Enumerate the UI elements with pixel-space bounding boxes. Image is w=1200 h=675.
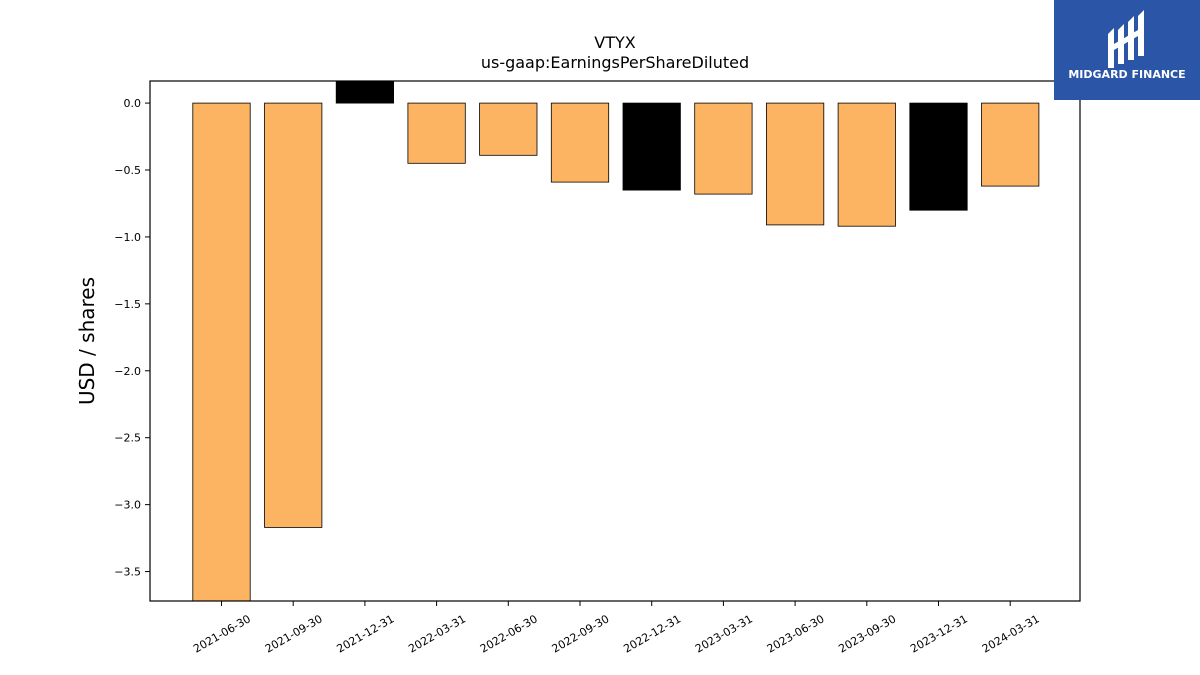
x-tick-label: 2021-06-30 [191,612,253,655]
bar-2022-09-30 [550,102,610,183]
x-tick-label: 2023-12-31 [908,612,970,655]
x-tick-label: 2023-03-31 [693,612,755,655]
x-axis-ticks: 2021-06-30 2021-09-30 2021-12-31 2022-03-31… [191,601,1042,656]
plot-frame [149,80,1081,602]
bar-2022-06-30 [479,102,538,156]
bar-2023-03-31 [694,102,753,195]
brand-logo: MIDGARD FINANCE [1054,0,1200,100]
x-tick-label: 2021-09-30 [263,612,325,655]
x-tick-label: 2022-12-31 [621,612,683,655]
bar-2021-06-30 [192,102,251,602]
bar-2023-12-31 [909,102,968,211]
bar-2022-12-31 [622,102,681,191]
bar-2022-03-31 [407,102,466,164]
x-tick-label: 2022-09-30 [550,612,612,655]
bar-2021-09-30 [264,102,323,528]
y-tick-label: −2.0 [114,365,141,378]
y-tick-label: −2.5 [114,432,141,445]
y-tick-label: −3.5 [114,566,141,579]
logo-text: MIDGARD FINANCE [1068,68,1186,81]
x-tick-label: 2021-12-31 [335,612,397,655]
y-tick-label: −1.0 [114,231,141,244]
bar-2024-03-31 [981,102,1040,187]
y-tick-label: −3.0 [114,499,141,512]
bars-group [192,80,1040,602]
logo-mark-icon [1108,10,1144,68]
bar-2021-12-31 [335,80,395,104]
y-axis-label: USD / shares [75,277,99,405]
x-tick-label: 2023-09-30 [836,612,898,655]
bar-2023-06-30 [766,102,825,226]
y-tick-label: 0.0 [124,97,142,110]
y-tick-label: −1.5 [114,298,141,311]
x-tick-label: 2022-03-31 [406,612,468,655]
x-tick-label: 2022-06-30 [478,612,540,655]
x-tick-label: 2023-06-30 [765,612,827,655]
y-axis-ticks: 0.0 −0.5 −1.0 −1.5 −2.0 −2.5 −3.0 −3.5 [114,97,150,579]
bar-2023-09-30 [837,102,896,227]
chart-subtitle: us-gaap:EarningsPerShareDiluted [481,53,749,72]
x-tick-label: 2024-03-31 [980,612,1042,655]
y-tick-label: −0.5 [114,164,141,177]
chart-title: VTYX [594,33,635,52]
